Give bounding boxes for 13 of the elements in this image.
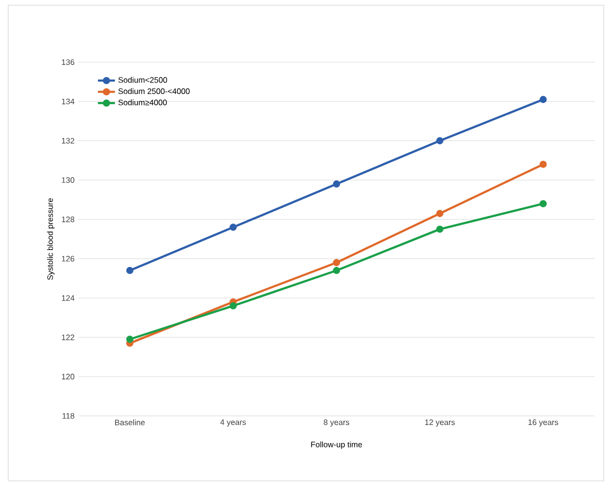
- point: [436, 210, 444, 218]
- point: [332, 266, 340, 274]
- point: [332, 259, 340, 266]
- point: [332, 180, 340, 188]
- point: [230, 302, 237, 310]
- point: [126, 336, 134, 343]
- point: [540, 160, 547, 168]
- point: [540, 200, 547, 208]
- point: [230, 224, 237, 231]
- point: [126, 266, 134, 274]
- point: [436, 137, 444, 144]
- point: [540, 96, 547, 104]
- point: [436, 226, 444, 233]
